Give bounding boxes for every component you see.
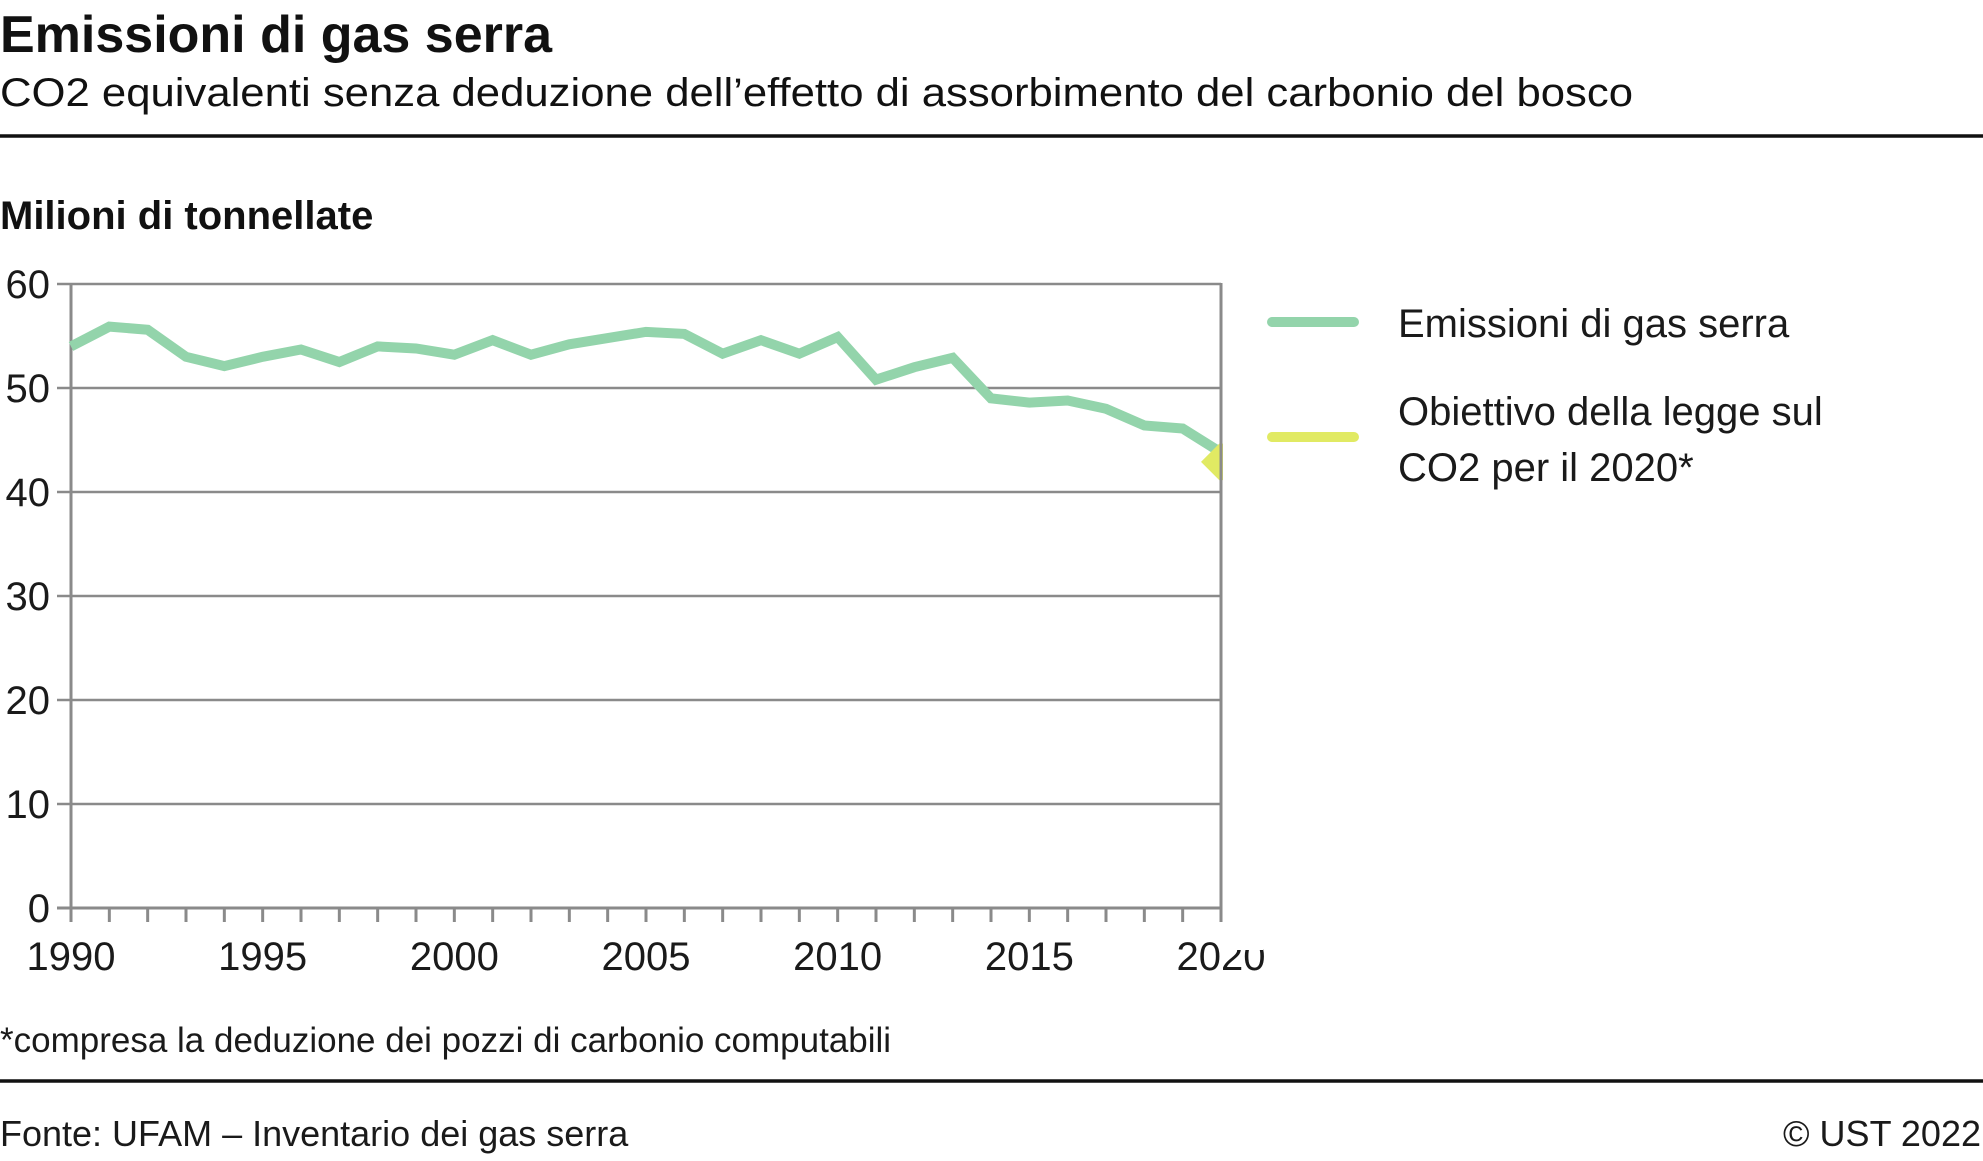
x-tick-label: 2005 — [602, 935, 691, 979]
legend: Emissioni di gas serra Obiettivo della l… — [1267, 302, 1823, 490]
chart-subtitle: CO2 equivalenti senza deduzione dell’eff… — [0, 71, 1633, 115]
legend-label-obiettivo-line1: Obiettivo della legge sul — [1398, 390, 1823, 434]
y-tick-label: 20 — [6, 679, 51, 723]
y-axis-label: Milioni di tonnellate — [0, 194, 373, 238]
marker-clip-mask — [1223, 250, 1263, 950]
footnote: *compresa la deduzione dei pozzi di carb… — [0, 1021, 891, 1060]
series-layer — [68, 321, 1224, 457]
y-tick-label: 60 — [6, 263, 51, 307]
x-tick-label: 1995 — [218, 935, 307, 979]
copyright-text: © UST 2022 — [1783, 1113, 1981, 1154]
series-line-emissioni — [68, 321, 1224, 457]
x-tick-label: 2000 — [410, 935, 499, 979]
x-tick-label: 2010 — [793, 935, 882, 979]
y-tick-label: 10 — [6, 783, 51, 827]
chart-title: Emissioni di gas serra — [0, 6, 553, 64]
legend-label-emissioni: Emissioni di gas serra — [1398, 302, 1790, 346]
y-tick-label: 30 — [6, 575, 51, 619]
x-ticks: 1990 1995 2000 2005 2010 2015 2020 — [27, 908, 1265, 979]
x-tick-label: 2015 — [985, 935, 1074, 979]
source-text: Fonte: UFAM – Inventario dei gas serra — [0, 1113, 629, 1154]
legend-label-obiettivo-line2: CO2 per il 2020* — [1398, 446, 1694, 490]
y-tick-label: 50 — [6, 367, 51, 411]
y-tick-labels: 0 10 20 30 40 50 60 — [6, 263, 51, 931]
y-tick-label: 0 — [28, 887, 50, 931]
gridlines — [57, 282, 1221, 806]
y-tick-label: 40 — [6, 471, 51, 515]
x-tick-label: 1990 — [27, 935, 116, 979]
